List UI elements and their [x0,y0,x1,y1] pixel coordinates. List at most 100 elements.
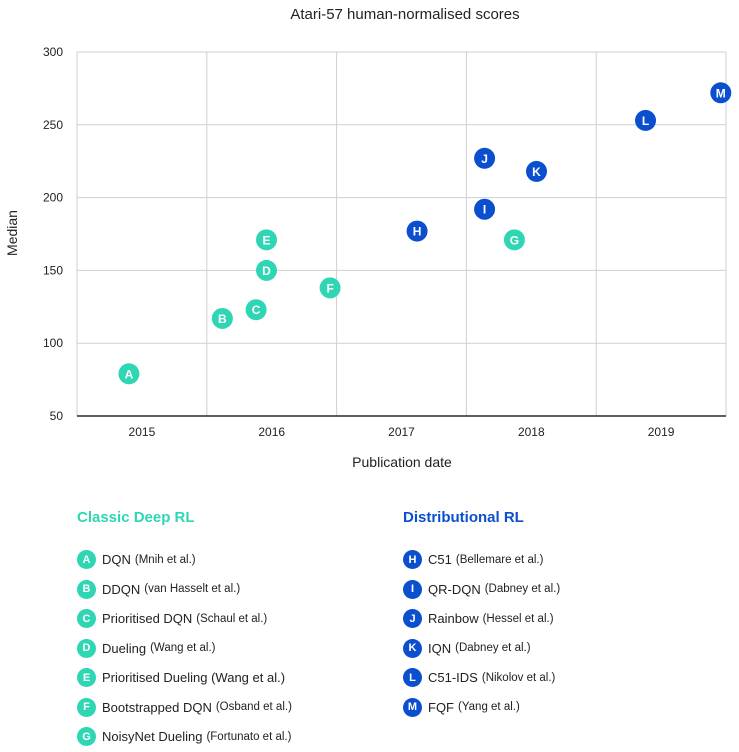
legend-badge: G [77,727,96,747]
legend-item-f: F Bootstrapped DQN (Osband et al.) [77,693,292,723]
data-point-i: I [474,198,496,220]
x-tick-label: 2017 [388,425,415,439]
legend-badge: E [77,668,96,688]
legend-citation: (van Hasselt et al.) [144,583,241,596]
legend-item-e: E Prioritised Dueling (Wang et al.) [77,663,292,693]
legend-citation: (Dabney et al.) [455,642,531,655]
legend-method-name: Rainbow [428,611,479,627]
data-point-label: F [326,281,333,295]
legend-item-c: C Prioritised DQN (Schaul et al.) [77,604,292,634]
data-point-label: G [510,233,519,247]
x-tick-label: 2015 [129,425,156,439]
legend-distributional-items: H C51 (Bellemare et al.) I QR-DQN (Dabney et … [403,545,560,722]
data-point-marker [503,229,525,251]
data-point-marker [710,82,732,104]
legend-item-j: J Rainbow (Hessel et al.) [403,604,560,634]
y-tick-label: 200 [43,191,63,205]
data-point-label: D [262,264,271,278]
data-point-k: K [525,160,547,182]
legend-method-name: IQN [428,640,452,656]
x-axis-label: Publication date [352,454,452,470]
legend-badge: C [77,609,96,629]
legend-method-name: Bootstrapped DQN [102,699,212,715]
data-point-label: M [716,86,726,100]
data-point-marker [406,220,428,242]
data-point-label: B [218,312,227,326]
data-point-m: M [710,82,732,104]
data-point-label: H [413,225,422,239]
data-point-marker [211,307,233,329]
legend-citation: (Dabney et al.) [484,583,561,596]
data-point-marker [118,363,140,385]
legend-method-name: Prioritised Dueling (Wang et al.) [102,670,286,686]
data-point-label: I [483,203,486,217]
legend-badge: I [403,579,422,599]
legend-method-name: C51 [428,552,452,568]
y-tick-label: 250 [43,118,63,132]
data-point-label: J [481,152,488,166]
data-point-d: D [256,259,278,281]
legend-item-l: L C51-IDS (Nikolov et al.) [403,663,560,693]
data-point-f: F [319,277,341,299]
data-point-a: A [118,363,140,385]
legend-method-name: NoisyNet Dueling [102,729,203,745]
y-tick-label: 300 [43,45,63,59]
legend-citation: (Nikolov et al.) [481,671,556,684]
legend-citation: (Mnih et al.) [134,553,196,566]
legend-classic-deep-rl: Classic Deep RL A DQN (Mnih et al.) B DDQN (v… [77,508,292,752]
legend-badge: D [77,638,96,658]
legend-citation: (Schaul et al.) [196,612,268,625]
legend-badge: A [77,550,96,570]
data-point-marker [256,259,278,281]
legend-distributional-rl: Distributional RL H C51 (Bellemare et al.)… [403,508,560,722]
legend-method-name: Prioritised DQN [102,611,193,627]
data-point-marker [245,299,267,321]
legend-badge: J [403,609,422,629]
data-point-l: L [635,109,657,131]
data-point-marker [525,160,547,182]
data-point-g: G [503,229,525,251]
legend-item-a: A DQN (Mnih et al.) [77,545,292,575]
data-point-marker [474,198,496,220]
data-point-marker [256,229,278,251]
points-layer: A B C D E F G H I J K L M [118,82,732,385]
legend-citation: (Yang et al.) [458,701,520,714]
data-point-label: C [252,303,261,317]
legend-item-k: K IQN (Dabney et al.) [403,634,560,664]
scatter-chart: Atari-57 human-normalised scores 50 100 15… [4,6,732,470]
data-point-label: K [532,165,541,179]
legend-item-h: H C51 (Bellemare et al.) [403,545,560,575]
legend-badge: M [403,697,422,717]
data-point-marker [635,109,657,131]
legend-badge: K [403,638,422,658]
y-tick-label: 50 [50,409,64,423]
y-tick-label: 100 [43,336,63,350]
legend-method-name: FQF [428,699,454,715]
data-point-label: A [125,367,134,381]
legend-item-b: B DDQN (van Hasselt et al.) [77,575,292,605]
legend-method-name: C51-IDS [428,670,478,686]
legend-method-name: Dueling [102,640,147,656]
x-tick-label: 2019 [648,425,675,439]
y-axis-label: Median [4,210,20,256]
legend-item-g: G NoisyNet Dueling (Fortunato et al.) [77,722,292,752]
legend-classic-items: A DQN (Mnih et al.) B DDQN (van Hasselt et al… [77,545,292,752]
data-point-label: L [642,114,649,128]
legend-citation: (Osband et al.) [215,701,292,714]
x-tick-label: 2016 [258,425,285,439]
legend-badge: H [403,550,422,570]
legend-title-distributional: Distributional RL [403,509,524,526]
legend-citation: (Fortunato et al.) [206,730,292,743]
legend-method-name: DQN [102,552,131,568]
chart-title: Atari-57 human-normalised scores [290,6,519,23]
legend-item-i: I QR-DQN (Dabney et al.) [403,575,560,605]
legend-badge: F [77,697,96,717]
legend-item-d: D Dueling (Wang et al.) [77,634,292,664]
data-point-h: H [406,220,428,242]
legend-method-name: DDQN [102,581,141,597]
legend-citation: (Wang et al.) [150,642,216,655]
legend-badge: L [403,668,422,688]
data-point-e: E [256,229,278,251]
y-tick-label: 150 [43,263,63,277]
legend-badge: B [77,579,96,599]
